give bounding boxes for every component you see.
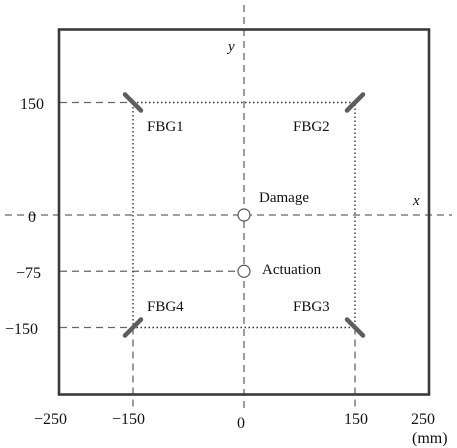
x-tick-250: 250	[411, 411, 435, 428]
fbg1-sensor	[122, 92, 144, 113]
y-tick-0: 0	[28, 209, 36, 226]
x-axis-name: x	[412, 193, 420, 209]
fbg4-sensor	[122, 317, 144, 338]
x-tick-150: 150	[344, 411, 368, 428]
fbg3-label: FBG3	[293, 299, 330, 315]
fbg1-label: FBG1	[147, 119, 184, 135]
damage-marker	[237, 208, 251, 222]
fbg-sensors	[122, 92, 366, 338]
actuation-label: Actuation	[262, 262, 322, 278]
plate-outline	[57, 28, 431, 396]
y-tick-150: 150	[20, 96, 44, 113]
fbg4-label: FBG4	[147, 299, 184, 315]
fbg2-label: FBG2	[293, 119, 330, 135]
unit-label: (mm)	[412, 430, 448, 447]
y-tick-minus-150: −150	[5, 321, 38, 338]
y-tick-minus-75: −75	[16, 265, 41, 282]
fbg2-sensor	[344, 92, 366, 113]
fbg3-sensor	[344, 317, 366, 338]
guide-lines	[5, 5, 452, 408]
x-tick-minus-250: −250	[34, 411, 67, 428]
x-tick-minus-150: −150	[112, 411, 145, 428]
damage-label: Damage	[259, 190, 309, 206]
y-axis-name: y	[226, 39, 235, 55]
sensor-network-path	[132, 101, 356, 329]
x-tick-0: 0	[237, 415, 245, 432]
actuation-marker	[237, 264, 251, 278]
